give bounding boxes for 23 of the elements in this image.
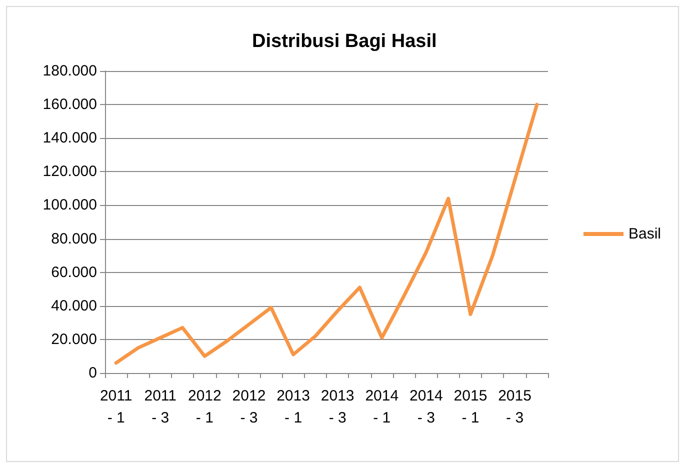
y-tick-label: 40.000 — [51, 297, 97, 314]
x-tick-label: 2013 - 1 — [276, 388, 310, 426]
legend-label: Basil — [628, 226, 662, 242]
chart-title: Distribusi Bagi Hasil — [252, 31, 437, 52]
y-tick-label: 60.000 — [51, 264, 97, 281]
y-tick-label: 140.000 — [42, 130, 97, 147]
x-tick-label: 2012 - 3 — [232, 388, 266, 426]
y-tick-label: 120.000 — [42, 163, 97, 180]
line-series — [114, 102, 539, 365]
x-tick-label: 2015 - 1 — [454, 388, 488, 426]
x-tick-label: 2013 - 3 — [320, 388, 354, 426]
x-tick-label: 2011 - 3 — [144, 388, 177, 426]
y-tick-label: 180.000 — [42, 62, 97, 80]
x-tick-label: 2014 - 1 — [365, 388, 399, 426]
y-tick-label: 160.000 — [42, 96, 97, 114]
y-tick-label: 100.000 — [42, 196, 97, 214]
y-tick-label: 0 — [88, 364, 97, 382]
y-tick-label: 20.000 — [51, 330, 97, 348]
y-tick-label: 80.000 — [51, 230, 97, 248]
x-tick-label: 2012 - 1 — [188, 388, 222, 426]
x-tick-label: 2014 - 3 — [409, 388, 443, 426]
x-tick-label: 2015 - 3 — [498, 388, 532, 426]
x-tick-label: 2011 - 1 — [100, 388, 132, 426]
